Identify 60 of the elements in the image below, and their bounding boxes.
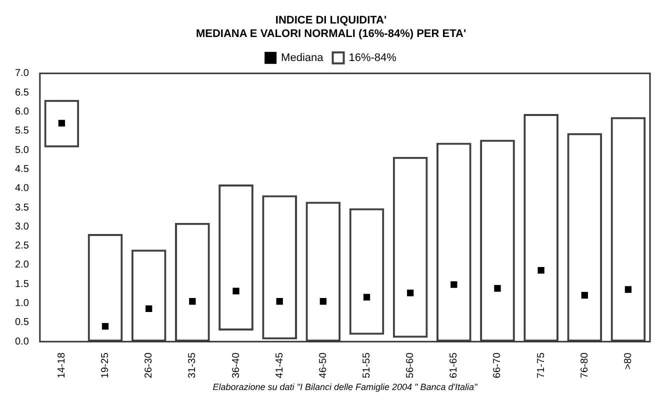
x-tick-label: 56-60 — [405, 352, 416, 378]
bar — [436, 142, 472, 342]
y-tick-label: 3.0 — [14, 221, 30, 232]
x-tick-label: 26-30 — [144, 352, 155, 378]
point — [189, 298, 196, 305]
y-tick-label: 4.5 — [14, 164, 30, 175]
y-tick-label: 6.5 — [14, 87, 30, 98]
bar — [131, 250, 166, 342]
x-tick-label: 51-55 — [361, 352, 372, 378]
point — [581, 292, 588, 299]
point — [232, 288, 240, 294]
y-tick-label: 1.5 — [14, 278, 30, 290]
point — [102, 322, 109, 330]
point — [494, 285, 501, 292]
point — [450, 281, 458, 288]
legend-label: 16%-84% — [348, 52, 397, 64]
point — [406, 290, 414, 296]
chart-title: INDICE DI LIQUIDITA' — [275, 14, 387, 27]
chart-subtitle: MEDIANA E VALORI NORMALI (16%-84%) PER ETA' — [196, 28, 466, 40]
bar — [480, 140, 515, 342]
bar — [88, 234, 123, 342]
y-tick-label: 0.5 — [14, 317, 30, 328]
y-tick-label: 1.0 — [14, 298, 30, 310]
y-tick-label: 7.0 — [14, 68, 30, 80]
y-tick-label: 3.5 — [14, 202, 30, 214]
x-tick-label: 41-45 — [274, 352, 286, 378]
point — [363, 294, 370, 301]
y-tick-label: 5.5 — [14, 126, 30, 137]
bar — [349, 208, 384, 335]
bar — [392, 156, 428, 338]
bar — [218, 184, 254, 331]
point — [624, 286, 632, 293]
bar — [610, 117, 646, 342]
point — [538, 267, 544, 274]
x-tick-label: 71-75 — [536, 352, 547, 378]
x-tick-label: 66-70 — [492, 352, 504, 378]
y-tick-label: 2.5 — [14, 240, 30, 252]
x-tick-label: 19-25 — [100, 352, 112, 378]
y-tick-label: 6.0 — [14, 106, 30, 118]
y-tick-label: 4.0 — [14, 183, 30, 194]
point — [146, 305, 152, 312]
bar — [262, 195, 298, 340]
legend-label: Mediana — [281, 52, 324, 64]
x-tick-label: 31-35 — [187, 352, 198, 378]
y-tick-label: 0.0 — [14, 336, 30, 348]
bar — [567, 133, 602, 342]
point — [276, 298, 283, 305]
x-tick-label: 76-80 — [579, 352, 590, 378]
bar — [174, 222, 210, 342]
bar — [306, 202, 341, 342]
x-tick-label: 61-65 — [448, 352, 460, 378]
x-tick-label: >80 — [622, 352, 634, 370]
y-tick-label: 2.0 — [14, 260, 30, 271]
text: Elaborazione su dati "I Bilanci delle Famiglie 2004 " Banca d'Italia" — [212, 382, 478, 392]
bar — [524, 114, 558, 342]
y-tick-label: 5.0 — [14, 144, 30, 156]
point — [320, 298, 326, 305]
x-tick-label: 14-18 — [56, 352, 68, 378]
x-tick-label: 36-40 — [230, 352, 242, 378]
x-tick-label: 46-50 — [318, 352, 329, 378]
